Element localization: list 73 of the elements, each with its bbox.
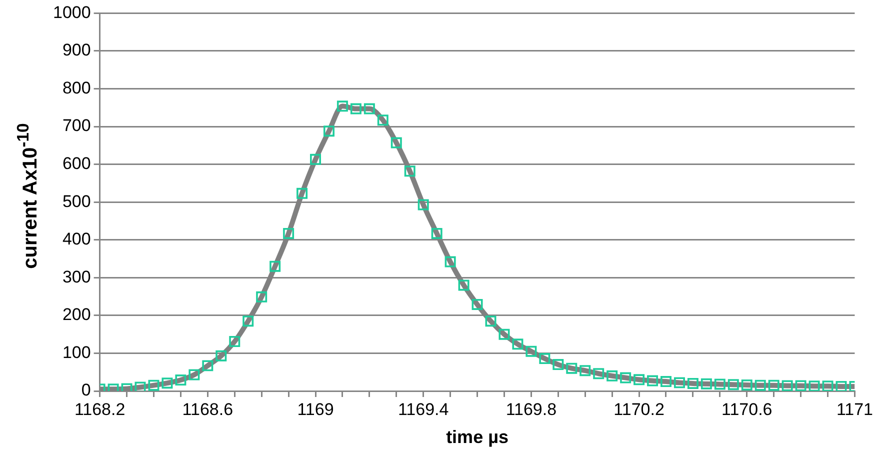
point: [566, 362, 578, 374]
x-tick-label: 1169: [297, 400, 334, 419]
point: [728, 379, 739, 390]
point: [674, 377, 685, 388]
y-tick-label: 200: [62, 305, 91, 324]
y-tick-label: 400: [62, 230, 91, 249]
point: [754, 380, 766, 391]
point: [377, 114, 388, 126]
point: [634, 374, 645, 386]
point: [283, 228, 294, 239]
point: [216, 350, 227, 362]
y-tick-label: 600: [62, 154, 91, 174]
point: [188, 369, 200, 380]
point: [714, 378, 726, 390]
point: [270, 260, 281, 272]
point: [498, 328, 510, 340]
point: [175, 374, 186, 386]
point: [593, 368, 604, 380]
point: [390, 137, 402, 148]
x-tick-label: 1170.6: [722, 400, 772, 419]
point: [741, 379, 752, 390]
point: [336, 100, 348, 112]
point: [526, 346, 537, 357]
x-tick-label: 1169.4: [398, 400, 449, 419]
point: [256, 291, 268, 302]
point: [768, 380, 780, 391]
point: [647, 375, 658, 386]
point: [539, 353, 550, 364]
point: [134, 382, 146, 391]
point: [458, 280, 470, 291]
point: [242, 316, 254, 327]
y-tick-label: 1000: [52, 2, 91, 22]
y-tick-label: 700: [62, 116, 91, 136]
point: [620, 372, 632, 384]
point: [606, 370, 618, 382]
point: [700, 378, 712, 390]
y-tick-label: 900: [62, 40, 91, 60]
point: [836, 380, 847, 391]
point: [472, 298, 483, 310]
point: [808, 380, 820, 391]
x-tick-label: 1168.2: [74, 400, 126, 419]
y-tick-label: 0: [81, 380, 91, 400]
point: [296, 188, 308, 199]
point: [512, 338, 524, 350]
y-tick-label: 800: [62, 78, 91, 98]
point: [485, 316, 496, 327]
point: [323, 126, 334, 137]
point: [350, 103, 362, 114]
point: [782, 380, 793, 391]
x-tick-label: 1168.6: [182, 400, 234, 419]
point: [822, 380, 834, 391]
point: [660, 376, 672, 388]
x-tick-label: 1170.2: [614, 400, 664, 419]
point: [162, 378, 173, 389]
point: [404, 166, 416, 177]
point: [431, 228, 442, 239]
y-tick-label: 300: [62, 267, 91, 286]
y-tick-label: 100: [62, 342, 91, 362]
point: [229, 336, 240, 348]
point: [418, 199, 429, 210]
point: [202, 360, 214, 372]
point: [148, 380, 160, 391]
point: [552, 359, 564, 370]
point: [687, 378, 698, 389]
point: [310, 154, 321, 165]
x-tick-label: 1169.8: [506, 400, 557, 419]
x-axis-title: time µs: [446, 427, 508, 448]
x-tick-label: 1171: [836, 400, 874, 419]
point: [580, 365, 591, 376]
point: [364, 103, 375, 114]
point: [444, 256, 456, 268]
y-tick-label: 500: [62, 192, 91, 211]
point: [795, 380, 806, 391]
